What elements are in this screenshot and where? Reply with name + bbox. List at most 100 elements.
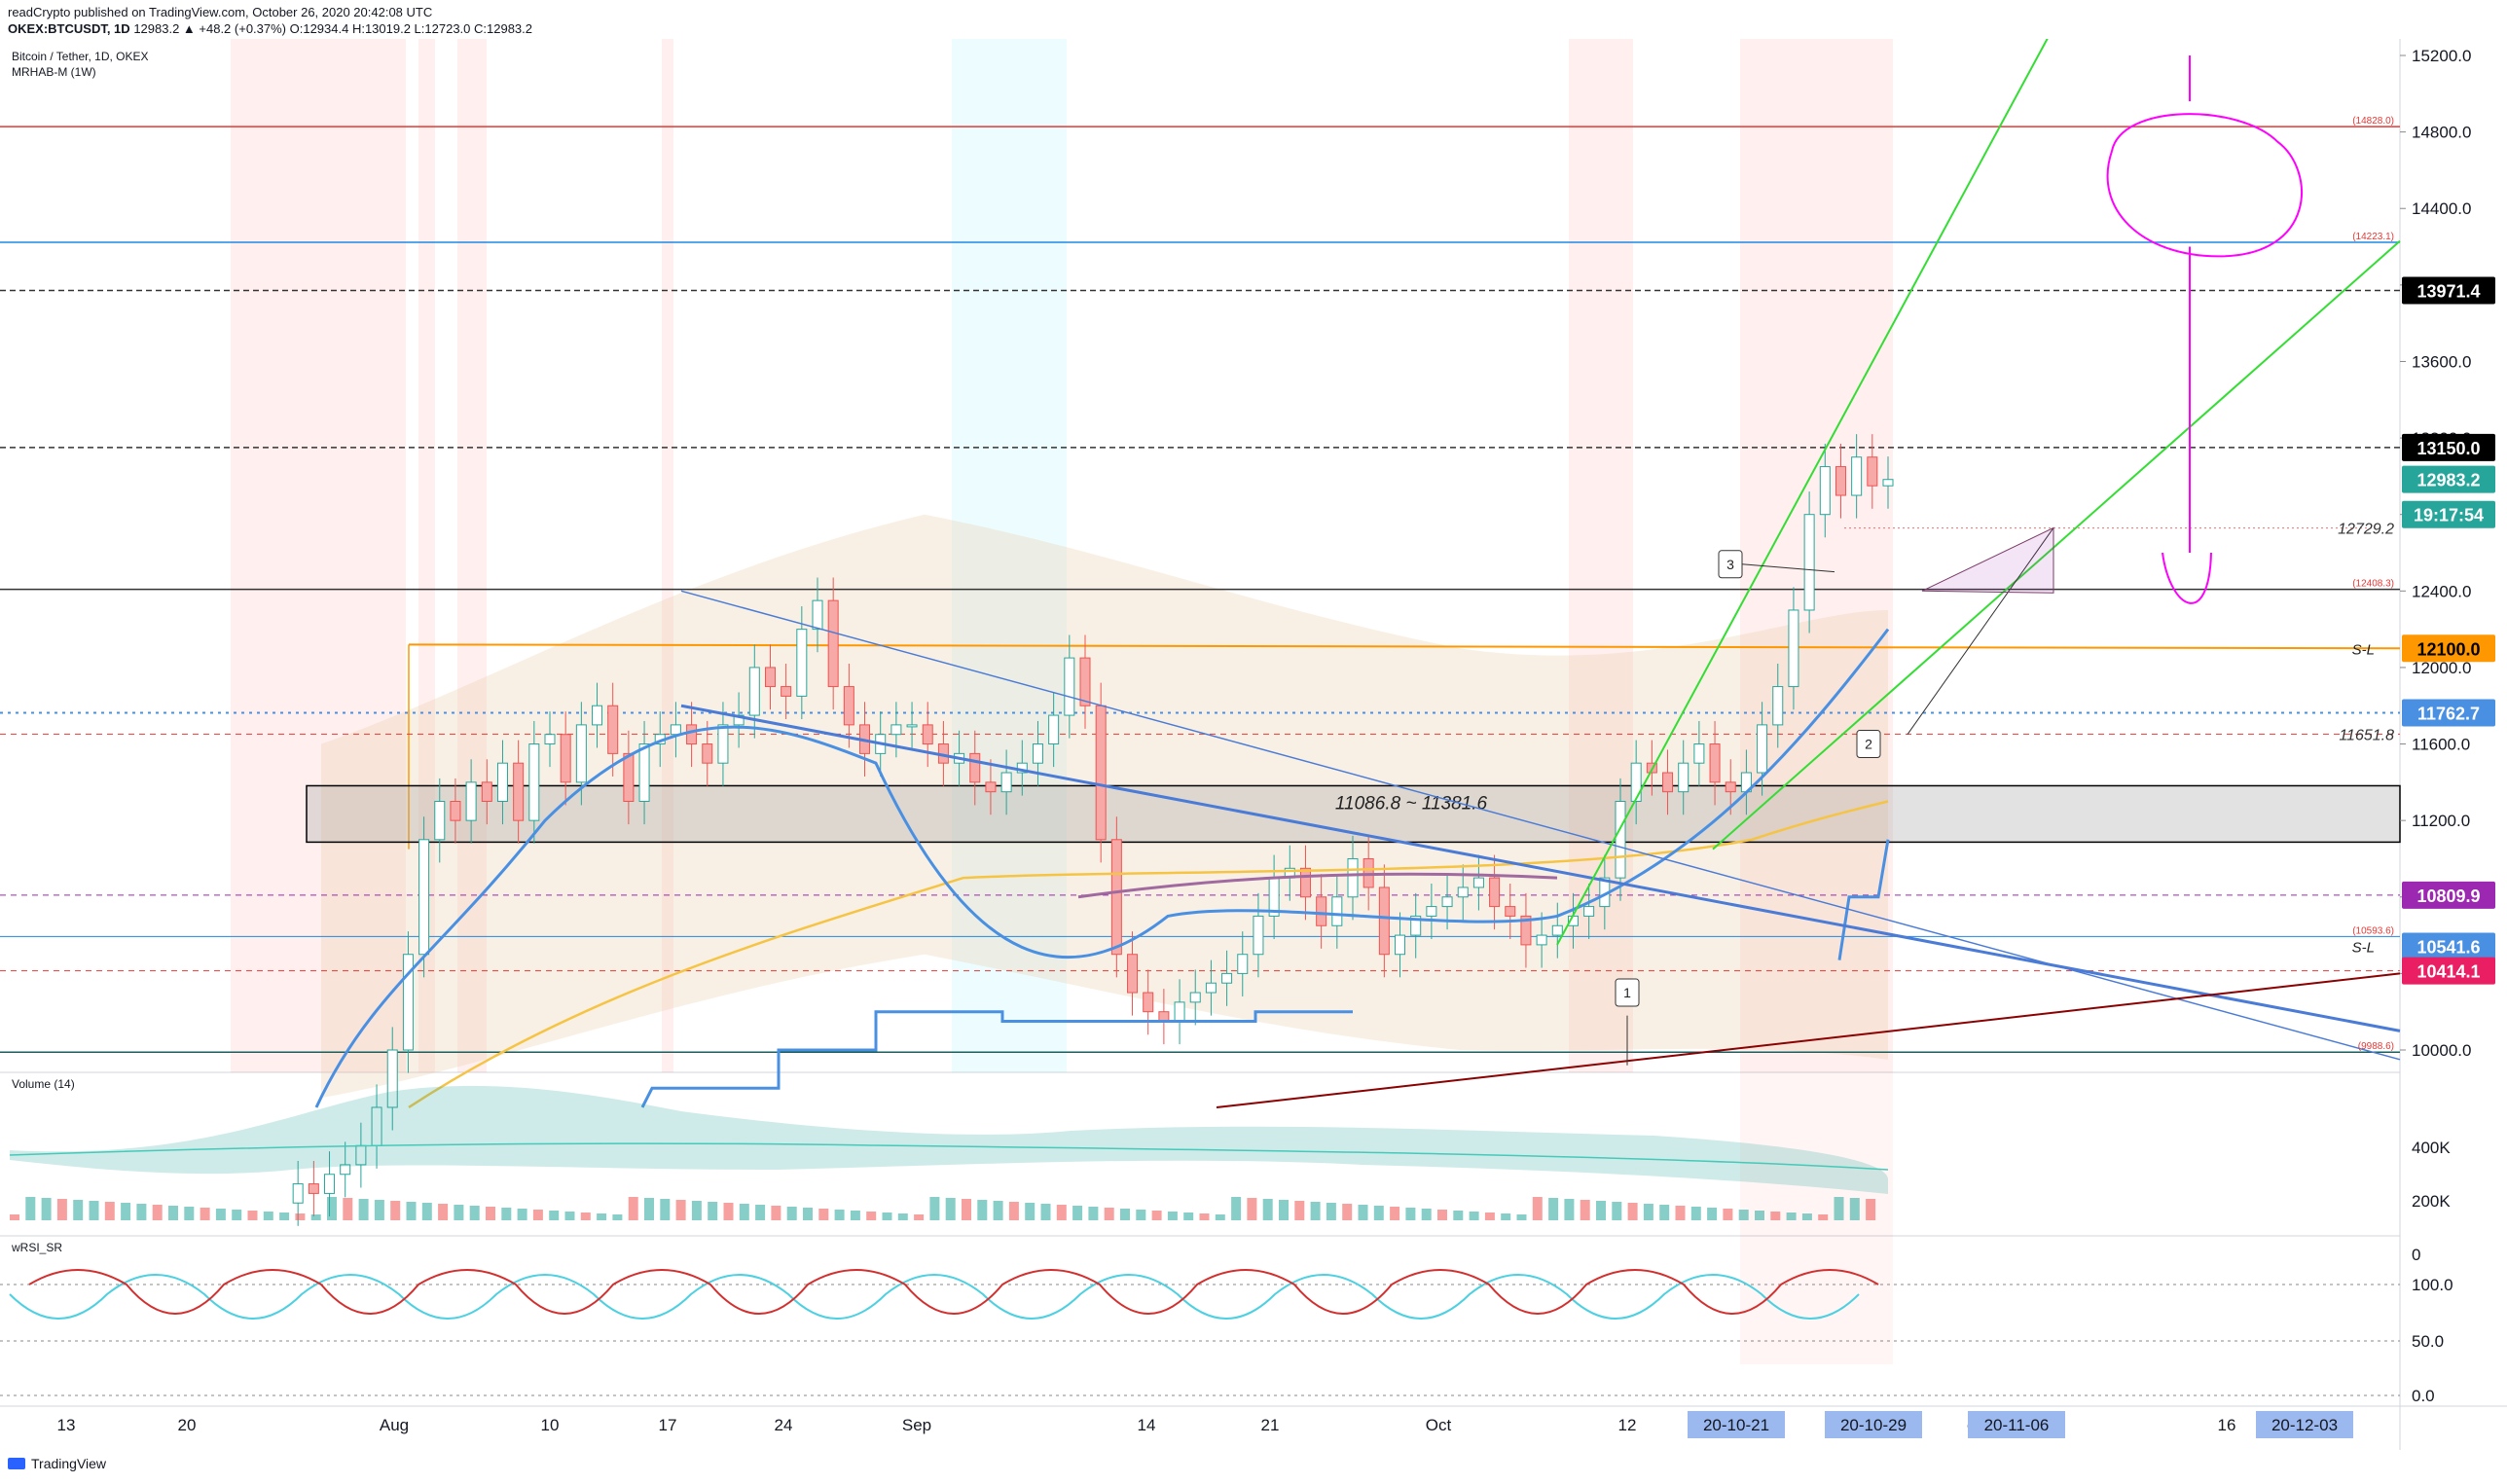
volume-tick-0: 400K (2412, 1139, 2451, 1157)
candle-body (1064, 657, 1075, 716)
volume-bar (850, 1211, 860, 1220)
price-badge-bg-4 (2402, 634, 2495, 663)
volume-bar (834, 1210, 845, 1220)
volume-bar (786, 1207, 797, 1220)
target-triangle (1921, 526, 2054, 594)
candle-body (481, 781, 492, 802)
candle-body (1772, 686, 1784, 726)
candle-body (670, 724, 681, 736)
candle-body (1299, 867, 1311, 898)
candle-body (1520, 915, 1532, 946)
symbol-ohlc-line: OKEX:BTCUSDT, 1D 12983.2 ▲ +48.2 (+0.37%… (8, 21, 532, 36)
time-label-1: 20 (178, 1416, 197, 1434)
legend-symbol: Bitcoin / Tether, 1D, OKEX (12, 50, 149, 63)
volume-bar (1167, 1212, 1178, 1220)
volume-bar (612, 1214, 623, 1220)
price-tick-7: 12400.0 (2412, 582, 2471, 600)
candle-body (1221, 972, 1233, 984)
chart-canvas[interactable]: 11086.8 ~ 11381.6123S-LS-L(14828.0)(1422… (0, 39, 2507, 1450)
candle-body (1032, 743, 1043, 764)
date-badge-bg-1 (1825, 1411, 1922, 1438)
candle-body (1316, 896, 1327, 926)
candle-body (827, 599, 839, 688)
ma-yellow (408, 800, 1889, 1109)
volume-bar (517, 1209, 527, 1220)
volume-cloud-green (10, 1085, 1888, 1194)
price-tick-13: 10000.0 (2412, 1041, 2471, 1060)
volume-bar (25, 1197, 36, 1220)
candle-body (292, 1183, 304, 1204)
volume-bar (1755, 1211, 1764, 1220)
volume-bar (771, 1206, 781, 1220)
sl-label-upper: S-L (2352, 641, 2375, 658)
candle-body (1819, 466, 1831, 516)
candle-body (340, 1164, 351, 1176)
volume-bar (1104, 1208, 1114, 1220)
volume-bar (89, 1201, 99, 1220)
price-badge-bg-8 (2402, 957, 2495, 985)
candle-body (402, 954, 414, 1051)
candle-body (764, 667, 776, 688)
volume-bar (343, 1198, 353, 1220)
price-badge-bg-0 (2402, 276, 2495, 305)
candle-body (985, 781, 997, 793)
volume-bar (1564, 1199, 1575, 1220)
volume-bar (501, 1208, 512, 1220)
price-badge-bg-1 (2402, 433, 2495, 461)
candle-body (748, 667, 760, 716)
price-tick-10: 11200.0 (2412, 812, 2470, 830)
candle-body (1835, 466, 1846, 496)
candle-body (1803, 514, 1815, 611)
candle-body (717, 724, 729, 764)
volume-bar (1580, 1200, 1590, 1220)
line-label-4: 11651.8 (2339, 727, 2394, 743)
ma-purple (1077, 872, 1558, 899)
candle-body (496, 762, 508, 803)
volume-bar (374, 1200, 384, 1220)
volume-bar (1866, 1199, 1876, 1220)
volume-bar (1056, 1205, 1067, 1220)
candle-body (1205, 982, 1217, 994)
tradingview-logo[interactable]: TradingView (8, 1456, 106, 1471)
time-label-8: 21 (1261, 1416, 1280, 1434)
time-label-13: 16 (2218, 1416, 2236, 1434)
volume-bar (1675, 1206, 1686, 1220)
candle-body (638, 743, 650, 802)
session-band (662, 39, 673, 1072)
time-label-0: 13 (57, 1416, 76, 1434)
price-badge-3: 19:17:54 (2414, 506, 2484, 525)
volume-bar (1707, 1208, 1718, 1220)
volume-bar (121, 1203, 131, 1220)
volume-bar (914, 1214, 925, 1220)
volume-bar (1390, 1207, 1400, 1220)
session-band (231, 39, 406, 1072)
candle-body (1000, 772, 1012, 793)
candle-body (812, 599, 823, 631)
candle-body (1725, 781, 1736, 793)
ohlc-values: 12983.2 ▲ +48.2 (+0.37%) O:12934.4 H:130… (133, 21, 532, 36)
candle-body (922, 724, 933, 745)
volume-bar (1199, 1213, 1210, 1220)
volume-bar (1612, 1202, 1622, 1220)
candle-body (1048, 714, 1060, 745)
volume-bar (184, 1207, 195, 1220)
legend-volume: Volume (14) (12, 1077, 75, 1091)
volume-bar (168, 1206, 178, 1220)
volume-bar (977, 1200, 988, 1220)
candle-body (1347, 857, 1359, 898)
candle-body (575, 724, 587, 783)
candle-body (1662, 772, 1674, 793)
volume-bar (818, 1209, 829, 1220)
candle-body (781, 686, 792, 697)
volume-bar (882, 1213, 892, 1220)
candle-body (1757, 724, 1768, 774)
candle-body (1536, 934, 1547, 946)
volume-bar (1723, 1209, 1733, 1220)
candle-body (1237, 954, 1249, 974)
session-band (457, 39, 487, 1072)
candle-body (1615, 801, 1626, 879)
candle-body (1867, 456, 1878, 487)
legend-wrsi: wRSI_SR (11, 1241, 62, 1254)
volume-bar (1088, 1207, 1099, 1220)
candle-body (1693, 743, 1705, 764)
